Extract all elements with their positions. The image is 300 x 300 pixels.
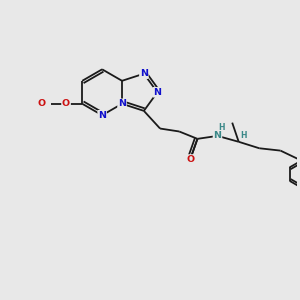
Text: O: O bbox=[187, 155, 195, 164]
Text: N: N bbox=[98, 111, 106, 120]
Text: N: N bbox=[153, 88, 161, 97]
Text: H: H bbox=[240, 131, 246, 140]
Text: O: O bbox=[62, 99, 70, 108]
Text: O: O bbox=[38, 99, 46, 108]
Text: N: N bbox=[214, 131, 221, 140]
Text: N: N bbox=[140, 69, 148, 78]
Text: N: N bbox=[118, 99, 126, 108]
Text: H: H bbox=[218, 123, 224, 132]
